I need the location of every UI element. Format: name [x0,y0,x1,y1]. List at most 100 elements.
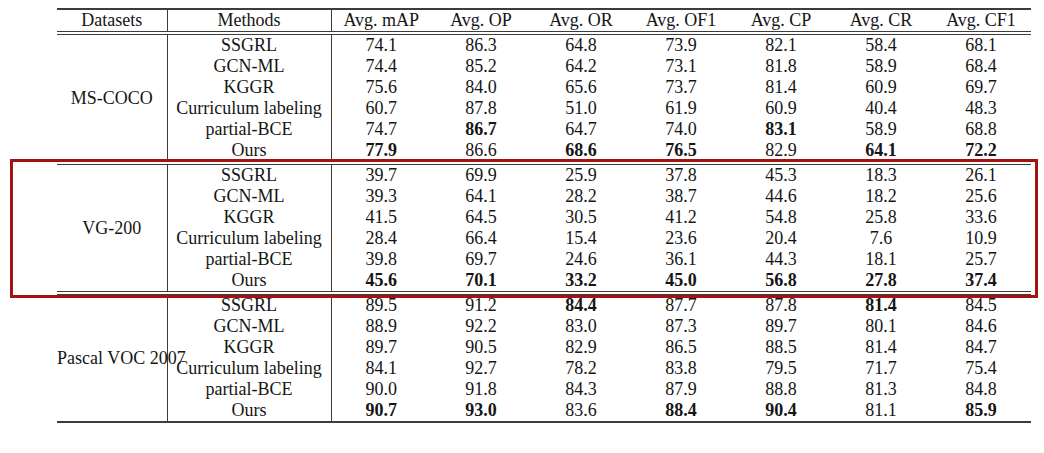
method-cell: KGGR [167,77,331,98]
value-cell: 28.4 [331,228,431,249]
method-cell: Curriculum labeling [167,358,331,379]
value-cell: 81.4 [831,293,931,316]
value-cell: 23.6 [631,228,731,249]
value-cell: 33.2 [531,270,631,293]
datasets-header: Datasets [57,9,167,33]
value-cell: 86.3 [431,33,531,56]
table-row: Ours45.670.133.245.056.827.837.4 [57,270,1031,293]
value-cell: 64.1 [831,140,931,163]
results-table: Datasets Methods Avg. mAP Avg. OP Avg. O… [57,8,1031,423]
value-cell: 81.4 [731,77,831,98]
value-cell: 54.8 [731,207,831,228]
value-cell: 39.3 [331,186,431,207]
value-cell: 64.2 [531,56,631,77]
dataset-label: Pascal VOC 2007 [57,293,167,422]
value-cell: 79.5 [731,358,831,379]
value-cell: 58.9 [831,119,931,140]
value-cell: 37.4 [931,270,1031,293]
value-cell: 66.4 [431,228,531,249]
value-cell: 90.7 [331,400,431,422]
value-cell: 81.8 [731,56,831,77]
value-cell: 36.1 [631,249,731,270]
value-cell: 58.4 [831,33,931,56]
value-cell: 25.9 [531,163,631,186]
value-cell: 89.7 [731,316,831,337]
method-cell: Ours [167,400,331,422]
method-cell: partial-BCE [167,119,331,140]
value-cell: 86.7 [431,119,531,140]
method-cell: KGGR [167,337,331,358]
value-cell: 18.2 [831,186,931,207]
value-cell: 73.9 [631,33,731,56]
value-cell: 89.5 [331,293,431,316]
value-cell: 60.9 [731,98,831,119]
table-row: KGGR89.790.582.986.588.581.484.7 [57,337,1031,358]
value-cell: 38.7 [631,186,731,207]
dataset-label: MS-COCO [57,33,167,163]
value-cell: 41.2 [631,207,731,228]
method-cell: SSGRL [167,293,331,316]
metric-header: Avg. CP [731,9,831,33]
value-cell: 74.7 [331,119,431,140]
value-cell: 81.4 [831,337,931,358]
table-row: Curriculum labeling84.192.778.283.879.57… [57,358,1031,379]
methods-header: Methods [167,9,331,33]
value-cell: 44.6 [731,186,831,207]
value-cell: 40.4 [831,98,931,119]
table-row: KGGR75.684.065.673.781.460.969.7 [57,77,1031,98]
table-row: Ours77.986.668.676.582.964.172.2 [57,140,1031,163]
header-row: Datasets Methods Avg. mAP Avg. OP Avg. O… [57,9,1031,33]
value-cell: 85.9 [931,400,1031,422]
value-cell: 84.3 [531,379,631,400]
value-cell: 74.4 [331,56,431,77]
value-cell: 70.1 [431,270,531,293]
value-cell: 88.5 [731,337,831,358]
value-cell: 64.5 [431,207,531,228]
value-cell: 45.0 [631,270,731,293]
value-cell: 84.5 [931,293,1031,316]
value-cell: 84.0 [431,77,531,98]
metric-header: Avg. CR [831,9,931,33]
value-cell: 77.9 [331,140,431,163]
value-cell: 78.2 [531,358,631,379]
method-cell: Curriculum labeling [167,98,331,119]
value-cell: 83.8 [631,358,731,379]
value-cell: 24.6 [531,249,631,270]
dataset-group-vg-200: VG-200SSGRL39.769.925.937.845.318.326.1G… [57,163,1031,293]
value-cell: 33.6 [931,207,1031,228]
value-cell: 90.5 [431,337,531,358]
value-cell: 68.4 [931,56,1031,77]
table-row: GCN-ML39.364.128.238.744.618.225.6 [57,186,1031,207]
value-cell: 68.1 [931,33,1031,56]
table-row: Curriculum labeling60.787.851.061.960.94… [57,98,1031,119]
value-cell: 37.8 [631,163,731,186]
metric-header: Avg. OF1 [631,9,731,33]
value-cell: 69.7 [931,77,1031,98]
metric-header: Avg. CF1 [931,9,1031,33]
value-cell: 69.9 [431,163,531,186]
table-row: partial-BCE39.869.724.636.144.318.125.7 [57,249,1031,270]
table-row: Pascal VOC 2007SSGRL89.591.284.487.787.8… [57,293,1031,316]
value-cell: 92.2 [431,316,531,337]
value-cell: 51.0 [531,98,631,119]
table-row: GCN-ML88.992.283.087.389.780.184.6 [57,316,1031,337]
value-cell: 84.8 [931,379,1031,400]
value-cell: 64.8 [531,33,631,56]
value-cell: 25.8 [831,207,931,228]
value-cell: 75.6 [331,77,431,98]
metric-header: Avg. mAP [331,9,431,33]
value-cell: 45.3 [731,163,831,186]
value-cell: 39.7 [331,163,431,186]
table-row: partial-BCE74.786.764.774.083.158.968.8 [57,119,1031,140]
method-cell: partial-BCE [167,379,331,400]
dataset-group-ms-coco: MS-COCOSSGRL74.186.364.873.982.158.468.1… [57,33,1031,163]
value-cell: 71.7 [831,358,931,379]
value-cell: 84.7 [931,337,1031,358]
value-cell: 88.8 [731,379,831,400]
paper-table-page: Datasets Methods Avg. mAP Avg. OP Avg. O… [0,0,1044,453]
value-cell: 86.5 [631,337,731,358]
value-cell: 45.6 [331,270,431,293]
dataset-group-pascal-voc-2007: Pascal VOC 2007SSGRL89.591.284.487.787.8… [57,293,1031,422]
value-cell: 81.3 [831,379,931,400]
value-cell: 88.4 [631,400,731,422]
